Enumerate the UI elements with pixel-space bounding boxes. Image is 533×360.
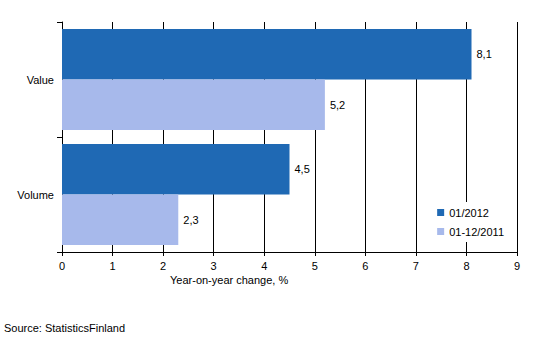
- svg-text:0: 0: [59, 260, 65, 272]
- svg-text:01/2012: 01/2012: [449, 207, 489, 219]
- svg-text:4,5: 4,5: [295, 163, 310, 175]
- svg-text:4: 4: [261, 260, 267, 272]
- svg-text:1: 1: [109, 260, 115, 272]
- svg-text:5: 5: [312, 260, 318, 272]
- svg-text:8,1: 8,1: [477, 48, 492, 60]
- svg-text:9: 9: [514, 260, 520, 272]
- svg-text:5,2: 5,2: [330, 99, 345, 111]
- svg-text:01-12/2011: 01-12/2011: [449, 226, 504, 238]
- svg-text:2,3: 2,3: [183, 214, 198, 226]
- svg-text:8: 8: [463, 260, 469, 272]
- svg-text:Value: Value: [27, 74, 54, 86]
- svg-text:Year-on-year change, %: Year-on-year change, %: [170, 274, 288, 286]
- svg-text:3: 3: [211, 260, 217, 272]
- svg-text:7: 7: [413, 260, 419, 272]
- svg-text:6: 6: [362, 260, 368, 272]
- svg-text:2: 2: [160, 260, 166, 272]
- svg-text:Volume: Volume: [17, 189, 54, 201]
- svg-text:Source: StatisticsFinland: Source: StatisticsFinland: [4, 322, 125, 334]
